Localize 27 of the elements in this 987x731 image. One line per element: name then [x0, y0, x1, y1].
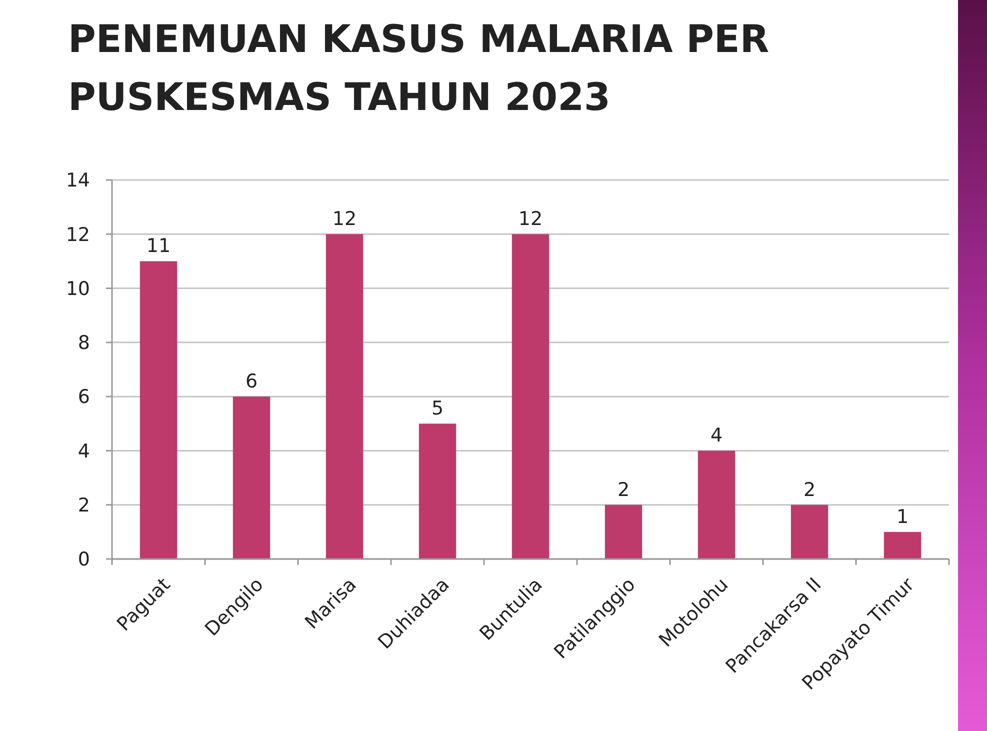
bar — [418, 424, 456, 559]
y-tick-label: 8 — [78, 332, 90, 354]
data-label: 12 — [518, 208, 543, 230]
y-tick-label: 6 — [78, 386, 90, 408]
y-tick-label: 0 — [78, 548, 90, 571]
y-tick-label: 2 — [78, 494, 90, 517]
data-label: 1 — [896, 506, 909, 528]
data-label: 5 — [431, 398, 444, 420]
bar — [232, 396, 270, 559]
data-label: 2 — [617, 478, 630, 501]
data-label: 12 — [332, 208, 357, 230]
data-label: 6 — [245, 370, 258, 393]
bar — [512, 234, 550, 559]
data-label: 2 — [803, 478, 816, 501]
data-label: 11 — [146, 235, 171, 258]
y-tick-label: 14 — [66, 170, 90, 192]
bar — [140, 261, 178, 559]
y-tick-label: 4 — [78, 440, 90, 462]
bar — [698, 450, 736, 559]
data-label: 4 — [710, 424, 723, 447]
bar — [884, 532, 922, 559]
bar — [326, 234, 364, 559]
y-tick-label: 10 — [66, 278, 90, 300]
bar — [790, 504, 828, 559]
chart-title: PENEMUAN KASUS MALARIA PER PUSKESMAS TAHUN 2023 — [68, 17, 770, 119]
bar — [604, 504, 642, 559]
y-tick-label: 12 — [66, 224, 90, 246]
